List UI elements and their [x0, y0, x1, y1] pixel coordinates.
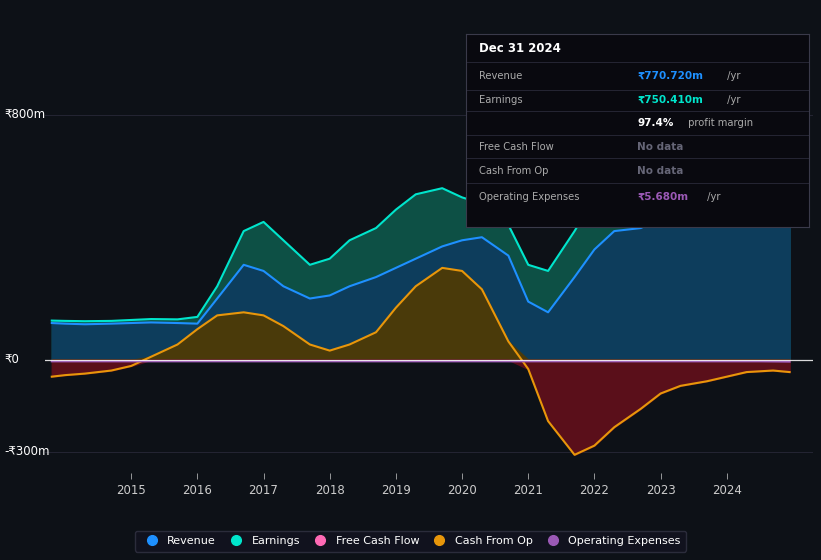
Text: ₹770.720m: ₹770.720m: [637, 71, 703, 81]
Text: Operating Expenses: Operating Expenses: [479, 192, 580, 202]
Text: No data: No data: [637, 142, 683, 152]
Text: ₹5.680m: ₹5.680m: [637, 192, 688, 202]
Text: /yr: /yr: [723, 71, 740, 81]
Text: /yr: /yr: [723, 95, 740, 105]
Text: profit margin: profit margin: [686, 118, 753, 128]
Text: No data: No data: [637, 166, 683, 176]
Text: ₹0: ₹0: [4, 353, 19, 366]
Text: Earnings: Earnings: [479, 95, 523, 105]
Text: ₹800m: ₹800m: [4, 108, 45, 121]
Text: /yr: /yr: [704, 192, 721, 202]
Text: -₹300m: -₹300m: [4, 445, 49, 458]
Text: Cash From Op: Cash From Op: [479, 166, 548, 176]
Text: Dec 31 2024: Dec 31 2024: [479, 41, 561, 54]
Text: Revenue: Revenue: [479, 71, 523, 81]
Text: Free Cash Flow: Free Cash Flow: [479, 142, 554, 152]
Legend: Revenue, Earnings, Free Cash Flow, Cash From Op, Operating Expenses: Revenue, Earnings, Free Cash Flow, Cash …: [135, 530, 686, 552]
Text: ₹750.410m: ₹750.410m: [637, 95, 703, 105]
Text: 97.4%: 97.4%: [637, 118, 673, 128]
